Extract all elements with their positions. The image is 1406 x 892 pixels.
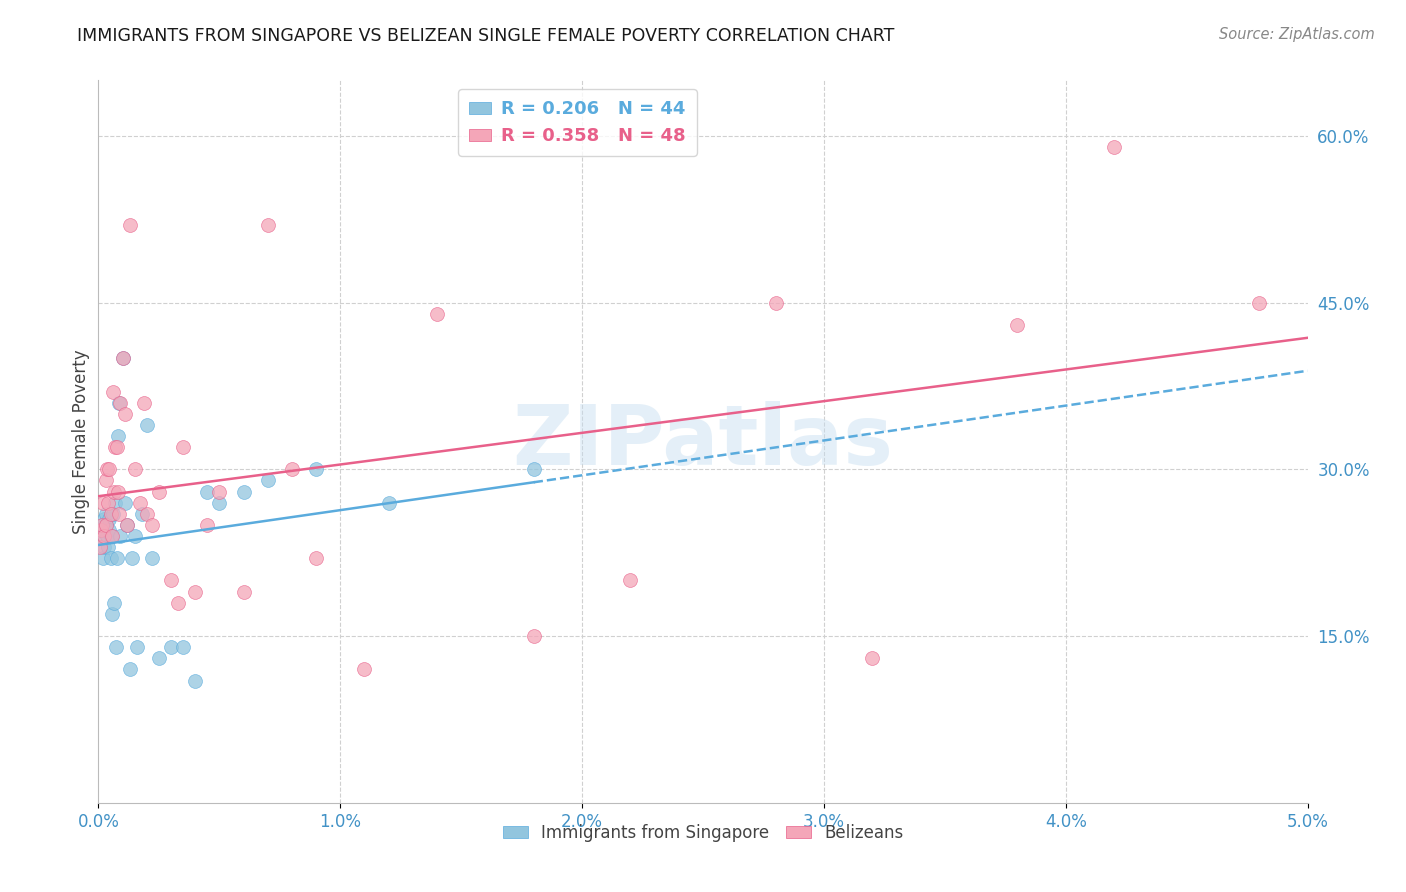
Point [128, 496, 150, 510]
Point [167, 596, 190, 610]
Point [124, 462, 146, 476]
Point [94, 507, 117, 521]
Point [305, 551, 328, 566]
Point [108, 507, 131, 521]
Point [305, 462, 328, 476]
Point [208, 484, 231, 499]
Point [105, 551, 128, 566]
Point [141, 551, 163, 566]
Point [90, 524, 112, 538]
Point [103, 484, 125, 499]
Point [108, 395, 131, 409]
Point [148, 651, 170, 665]
Point [148, 484, 170, 499]
Point [104, 440, 127, 454]
Point [523, 629, 546, 643]
Point [89, 540, 111, 554]
Point [117, 517, 139, 532]
Point [98, 462, 121, 476]
Point [232, 584, 254, 599]
Y-axis label: Single Female Poverty: Single Female Poverty [72, 350, 90, 533]
Point [97, 496, 120, 510]
Point [96, 474, 118, 488]
Point [619, 574, 641, 588]
Point [100, 607, 122, 621]
Point [256, 474, 278, 488]
Point [94, 517, 117, 532]
Point [108, 395, 131, 409]
Point [96, 529, 118, 543]
Point [111, 351, 134, 366]
Point [184, 673, 207, 688]
Point [160, 574, 183, 588]
Point [127, 640, 149, 655]
Point [91, 517, 114, 532]
Point [765, 295, 787, 310]
Point [97, 540, 120, 554]
Point [118, 662, 141, 676]
Point [114, 407, 136, 421]
Point [195, 484, 218, 499]
Point [134, 395, 156, 409]
Point [1102, 140, 1125, 154]
Point [100, 507, 122, 521]
Point [118, 218, 141, 232]
Text: Source: ZipAtlas.com: Source: ZipAtlas.com [1219, 27, 1375, 42]
Point [105, 440, 128, 454]
Legend: Immigrants from Singapore, Belizeans: Immigrants from Singapore, Belizeans [496, 817, 910, 848]
Point [135, 507, 157, 521]
Point [141, 517, 163, 532]
Point [256, 218, 278, 232]
Point [107, 429, 129, 443]
Point [232, 484, 254, 499]
Point [93, 540, 115, 554]
Point [117, 517, 139, 532]
Point [160, 640, 183, 655]
Point [103, 596, 125, 610]
Point [184, 584, 207, 599]
Point [195, 517, 218, 532]
Point [96, 462, 118, 476]
Point [89, 529, 111, 543]
Point [131, 507, 153, 521]
Point [107, 484, 129, 499]
Point [101, 507, 124, 521]
Point [90, 524, 112, 538]
Point [208, 496, 231, 510]
Point [135, 417, 157, 432]
Point [100, 551, 122, 566]
Point [97, 512, 120, 526]
Point [1249, 295, 1271, 310]
Point [100, 529, 122, 543]
Point [104, 496, 127, 510]
Point [104, 640, 127, 655]
Point [91, 496, 114, 510]
Point [93, 529, 115, 543]
Point [101, 384, 124, 399]
Point [281, 462, 304, 476]
Point [860, 651, 883, 665]
Text: IMMIGRANTS FROM SINGAPORE VS BELIZEAN SINGLE FEMALE POVERTY CORRELATION CHART: IMMIGRANTS FROM SINGAPORE VS BELIZEAN SI… [77, 27, 894, 45]
Point [124, 529, 146, 543]
Point [426, 307, 449, 321]
Point [96, 517, 118, 532]
Point [114, 496, 136, 510]
Text: ZIPatlas: ZIPatlas [513, 401, 893, 482]
Point [98, 524, 121, 538]
Point [93, 512, 115, 526]
Point [353, 662, 375, 676]
Point [172, 640, 194, 655]
Point [91, 551, 114, 566]
Point [377, 496, 399, 510]
Point [121, 551, 143, 566]
Point [108, 529, 131, 543]
Point [172, 440, 194, 454]
Point [91, 517, 114, 532]
Point [100, 529, 122, 543]
Point [111, 351, 134, 366]
Point [1007, 318, 1029, 332]
Point [523, 462, 546, 476]
